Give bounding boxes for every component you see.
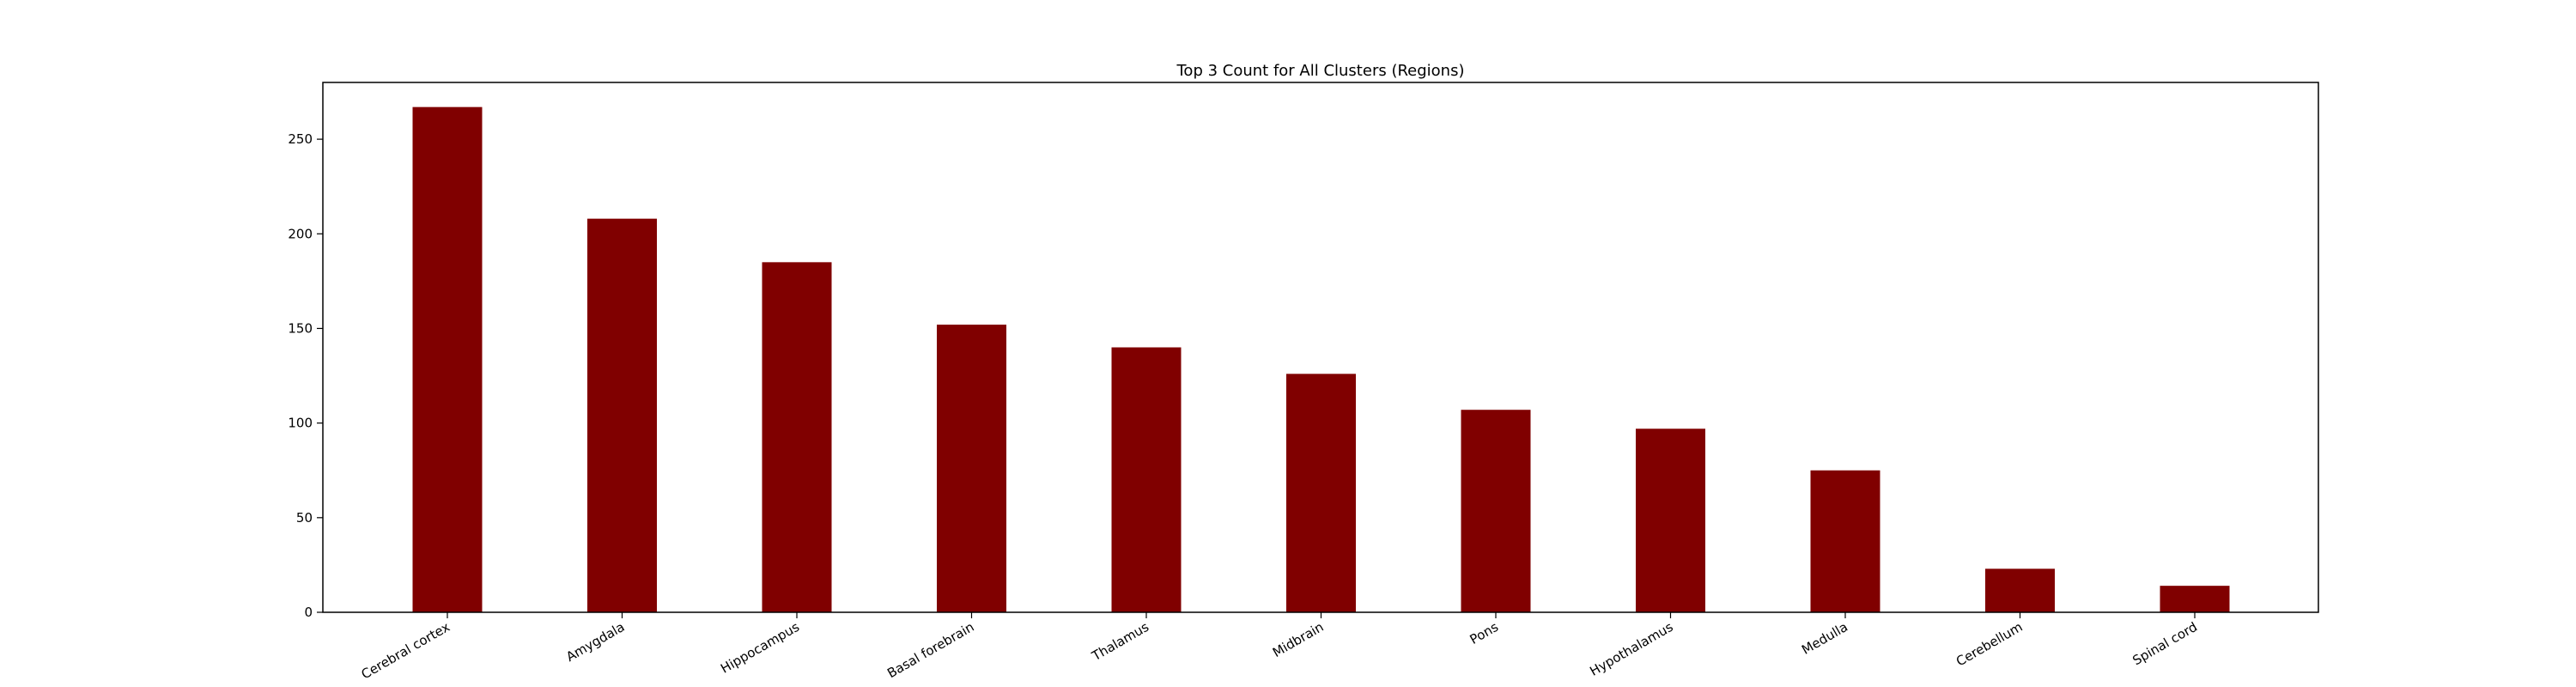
x-axis: Cerebral cortex Amygdala Hippocampus Basal … [359,612,2200,682]
bar [937,325,1006,612]
bar [1286,374,1356,612]
bar [2160,586,2230,612]
bar [412,106,483,613]
bar [1985,568,2055,612]
y-tick-label: 150 [288,320,313,336]
x-tick-label: Spinal cord [2130,619,2200,668]
bar [1111,347,1182,612]
bars-group [412,106,2230,613]
y-tick-label: 50 [296,510,313,526]
bar [1636,429,1705,612]
y-tick-label: 0 [304,605,313,620]
x-tick-label: Medulla [1799,619,1850,658]
x-tick-label: Pons [1467,619,1501,647]
bar [587,218,657,612]
y-tick-label: 100 [288,416,313,431]
x-tick-label: Hippocampus [718,619,802,677]
y-axis: 0 50 100 150 200 250 [288,131,323,620]
x-tick-label: Basal forebrain [884,619,976,681]
y-tick-label: 200 [288,226,313,241]
bar [1810,470,1880,612]
y-tick-label: 250 [288,131,313,147]
bar [762,262,832,612]
x-tick-label: Thalamus [1089,619,1151,665]
x-tick-label: Midbrain [1270,619,1326,660]
x-tick-label: Amygdala [563,619,627,665]
bar [1461,410,1531,612]
chart-title: Top 3 Count for All Clusters (Regions) [1176,62,1465,80]
x-tick-label: Cerebral cortex [359,619,453,683]
plot-frame [322,82,2319,613]
x-tick-label: Cerebellum [1953,619,2025,670]
x-tick-label: Hypothalamus [1587,619,1675,679]
